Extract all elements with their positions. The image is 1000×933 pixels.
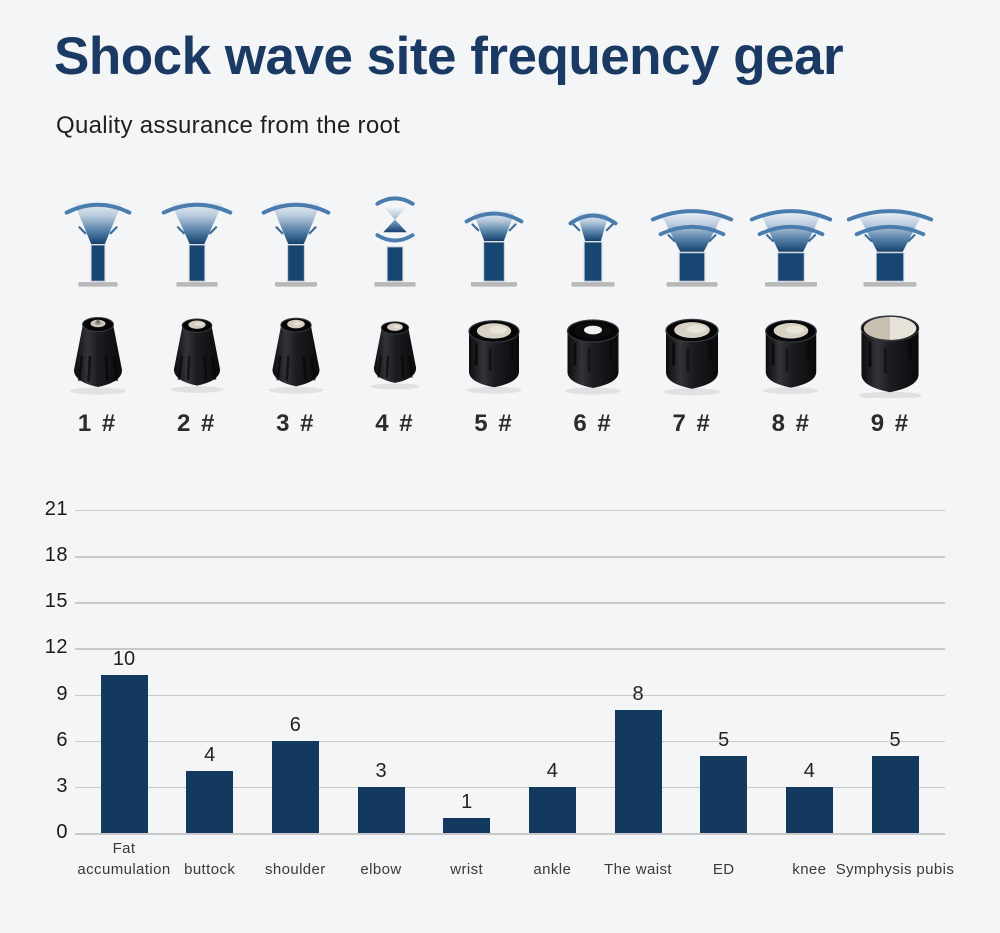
wide-spread-wave-icon (643, 194, 741, 290)
head-item: 8 # (742, 194, 841, 438)
head-number-label: 1 # (77, 410, 118, 437)
gridline (75, 740, 945, 743)
head-item: 6 # (544, 194, 643, 438)
narrow-spread-wave-icon (49, 194, 147, 290)
bar (357, 786, 405, 833)
treatment-head-image (251, 298, 341, 398)
heads-row: 1 # 2 # 3 # 4 # 5 # 6 # 7 # (48, 194, 940, 438)
head-item: 3 # (246, 194, 345, 438)
gridline (75, 602, 945, 604)
narrow-spread-wave-icon (247, 194, 345, 290)
gridline (75, 556, 945, 558)
x-axis-category-label: ED (712, 861, 735, 878)
bar-value-label: 8 (632, 682, 644, 705)
bar (871, 756, 919, 833)
gridline (75, 509, 945, 512)
head-item: 4 # (345, 194, 444, 438)
gridline (75, 786, 945, 789)
head-item: 1 # (48, 194, 147, 438)
x-axis-category-label: wrist (450, 861, 484, 878)
bar-value-label: 4 (803, 759, 815, 782)
head-item: 5 # (444, 194, 543, 438)
bar (785, 786, 833, 833)
bar-value-label: 5 (889, 729, 901, 752)
y-axis-tick-label: 6 (56, 728, 68, 751)
bar (100, 675, 148, 833)
small-spread-wave-icon (544, 194, 642, 290)
wide-spread-wave-icon (742, 194, 840, 290)
x-axis-category-label: knee (792, 861, 827, 878)
y-axis-tick-label: 12 (44, 636, 68, 659)
x-axis-category-label: Symphysis pubis (835, 861, 955, 878)
page-title: Shock wave site frequency gear (54, 27, 844, 86)
bar-value-label: 5 (718, 729, 730, 752)
treatment-head-image (152, 298, 242, 398)
bar (271, 740, 319, 833)
treatment-head-image (449, 298, 539, 398)
x-axis-category-label: shoulder (264, 861, 326, 878)
y-axis-tick-label: 3 (56, 774, 68, 797)
head-item: 2 # (147, 194, 246, 438)
focused-wave-icon (346, 194, 444, 290)
treatment-head-image (53, 298, 143, 398)
y-axis-tick-label: 0 (56, 821, 68, 844)
head-number-label: 2 # (176, 410, 217, 437)
head-number-label: 8 # (771, 410, 811, 437)
bar-value-label: 6 (289, 713, 301, 736)
x-axis-category-label: ankle (533, 861, 572, 878)
gridline (75, 648, 945, 650)
bar-value-label: 3 (375, 759, 387, 782)
treatment-head-image (548, 298, 638, 398)
head-item: 7 # (643, 194, 742, 438)
head-item: 9 # (841, 194, 940, 438)
y-axis-tick-label: 18 (44, 544, 68, 567)
bar (443, 817, 491, 833)
x-axis-category-label: The waist (604, 861, 672, 878)
y-axis-tick-label: 9 (56, 682, 68, 705)
bar (700, 756, 748, 833)
gridline (75, 694, 945, 697)
head-number-label: 6 # (573, 410, 613, 437)
head-number-label: 3 # (276, 410, 316, 437)
treatment-head-image (350, 298, 440, 398)
x-axis-category-label: elbow (360, 861, 402, 878)
gridline (75, 833, 945, 835)
bar-value-label: 1 (461, 790, 473, 813)
head-number-label: 9 # (870, 410, 911, 437)
page-subtitle: Quality assurance from the root (56, 112, 401, 139)
bar-chart: 0 3 6 9 12 15 18 21 10 Fat accumulation 4 buttock 6 s… (0, 490, 1000, 920)
bar (614, 709, 662, 833)
medium-spread-wave-icon (445, 194, 543, 290)
x-axis-category-label: buttock (184, 861, 236, 878)
treatment-head-image (845, 298, 935, 400)
bar (186, 771, 234, 833)
bar-value-label: 10 (112, 648, 136, 671)
bar-value-label: 4 (546, 759, 558, 782)
head-number-label: 4 # (375, 410, 415, 437)
head-number-label: 5 # (474, 410, 514, 437)
treatment-head-image (647, 298, 737, 398)
bar (528, 786, 576, 833)
treatment-head-image (746, 298, 836, 398)
y-axis-tick-label: 15 (44, 590, 68, 613)
y-axis-tick-label: 21 (44, 498, 68, 521)
narrow-spread-wave-icon (148, 194, 246, 290)
x-axis-category-label: Fat accumulation (77, 840, 171, 878)
bar-value-label: 4 (204, 744, 216, 767)
wide-spread-wave-icon (841, 194, 939, 290)
head-number-label: 7 # (672, 410, 712, 437)
